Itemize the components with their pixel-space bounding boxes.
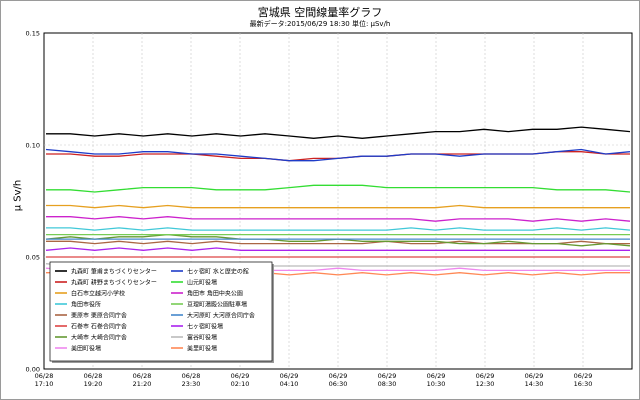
- legend-label: 山元町役場: [187, 278, 217, 286]
- y-tick-label: 0.15: [26, 30, 40, 38]
- x-tick-date: 06/28: [35, 372, 54, 380]
- chart-title: 宮城県 空間線量率グラフ: [257, 6, 383, 19]
- x-tick-date: 06/29: [427, 372, 446, 380]
- x-tick-time: 17:10: [35, 380, 54, 388]
- series-line: [45, 247, 630, 251]
- legend-label: 七ヶ宿町 水と歴史の館: [187, 267, 249, 275]
- legend-box: [49, 261, 273, 362]
- legend-label: 亘理町湯殿公園駐車場: [187, 300, 247, 308]
- legend-label: 石巻市 石巻合同庁舎: [71, 322, 127, 330]
- y-tick-label: 0.00: [26, 366, 40, 374]
- legend-label: 角田市 角田中央公園: [187, 289, 243, 297]
- legend-label: 栗原市 栗原合同庁舎: [71, 311, 127, 319]
- x-tick-date: 06/28: [84, 372, 103, 380]
- x-tick-date: 06/29: [280, 372, 299, 380]
- legend-label: 角田市役所: [71, 300, 101, 308]
- legend-label: 大崎市 大崎合同庁舎: [71, 333, 127, 341]
- legend-label: 七ヶ宿町役場: [187, 322, 223, 330]
- legend-label: 美里町役場: [187, 344, 217, 352]
- x-tick-time: 23:30: [182, 380, 201, 388]
- x-tick-date: 06/29: [378, 372, 397, 380]
- legend-label: 大河原町 大河原合同庁舎: [187, 311, 255, 319]
- legend-label: 丸森町 耕野まちづくりセンター: [71, 278, 157, 286]
- y-tick-label: 0.05: [26, 254, 40, 262]
- chart-subtitle: 最新データ:2015/06/29 18:30 単位: μSv/h: [249, 20, 391, 28]
- series-line: [45, 148, 631, 162]
- x-tick-date: 06/28: [182, 372, 201, 380]
- legend-label: 美田町役場: [71, 344, 101, 352]
- x-tick-time: 02:10: [231, 380, 250, 388]
- legend-label: 白石市立越河小学校: [71, 289, 125, 297]
- x-tick-date: 06/29: [525, 372, 544, 380]
- x-tick-time: 08:30: [378, 380, 397, 388]
- series-line: [46, 126, 631, 139]
- x-tick-date: 06/28: [133, 372, 152, 380]
- series-line: [46, 184, 631, 193]
- series-line: [46, 227, 631, 231]
- x-tick-time: 12:30: [476, 380, 495, 388]
- x-tick-date: 06/29: [329, 372, 348, 380]
- legend-label: 丸森町 筆甫まちづくりセンター: [71, 267, 157, 275]
- x-tick-time: 21:20: [133, 380, 152, 388]
- x-tick-time: 06:30: [329, 380, 348, 388]
- legend-label: 富谷町役場: [187, 333, 217, 341]
- y-tick-label: 0.10: [26, 142, 40, 150]
- x-tick-time: 10:30: [427, 380, 446, 388]
- x-tick-date: 06/29: [476, 372, 495, 380]
- x-tick-date: 06/29: [574, 372, 593, 380]
- x-tick-time: 14:30: [525, 380, 544, 388]
- series-line: [46, 204, 630, 209]
- x-tick-time: 04:10: [280, 380, 299, 388]
- x-tick-time: 16:30: [574, 380, 593, 388]
- x-tick-date: 06/29: [231, 372, 250, 380]
- series-line: [46, 216, 631, 222]
- x-tick-time: 19:20: [84, 380, 103, 388]
